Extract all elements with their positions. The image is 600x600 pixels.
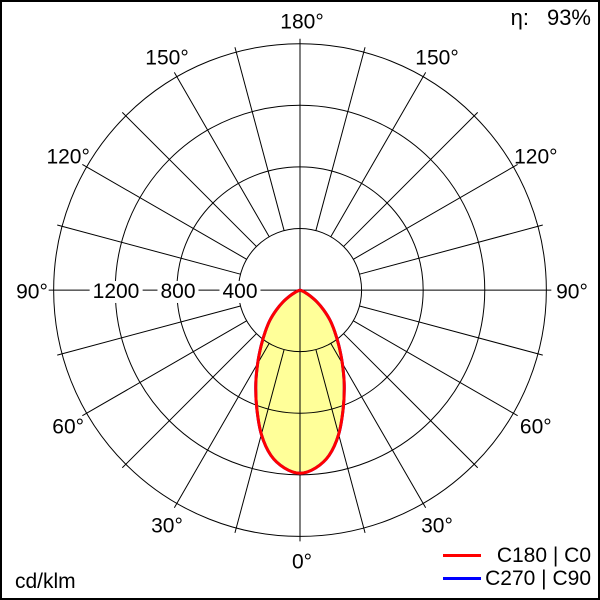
efficiency-label: η: <box>510 5 529 30</box>
efficiency-readout: η: 93% <box>511 7 591 29</box>
legend-line-red-icon <box>443 554 481 557</box>
grid-spoke-120 <box>173 343 270 508</box>
grid-spoke-285 <box>315 47 366 231</box>
grid-spoke-75 <box>315 349 366 533</box>
grid-spoke-255 <box>234 47 285 231</box>
legend-item-c270-c90: C270 | C90 <box>443 567 593 590</box>
grid-spoke-330 <box>353 163 518 260</box>
grid-spoke-195 <box>57 224 241 275</box>
grid-spoke-15 <box>359 305 543 356</box>
intensity-curve-c180-c0 <box>254 288 346 475</box>
grid-spoke-240 <box>173 72 270 237</box>
grid-spoke-60 <box>330 343 427 508</box>
grid-spoke-45 <box>343 333 479 469</box>
legend-label-c180-c0: C180 | C0 <box>496 544 591 567</box>
grid-spoke-300 <box>330 72 427 237</box>
legend-line-blue-icon <box>443 577 481 580</box>
legend: C180 | C0 C270 | C90 <box>443 544 593 590</box>
grid-spoke-165 <box>57 305 241 356</box>
grid-spoke-150 <box>82 320 247 417</box>
grid-spoke-135 <box>121 333 257 469</box>
grid-spoke-225 <box>121 112 257 247</box>
grid-spoke-210 <box>82 163 247 260</box>
grid-spoke-345 <box>359 224 543 275</box>
units-label: cd/klm <box>15 570 76 593</box>
efficiency-value: 93% <box>546 5 591 30</box>
grid-spoke-30 <box>353 320 518 417</box>
grid-spoke-315 <box>343 112 479 247</box>
legend-item-c180-c0: C180 | C0 <box>443 544 593 567</box>
grid-spoke-105 <box>234 349 285 533</box>
legend-label-c270-c90: C270 | C90 <box>485 567 591 590</box>
